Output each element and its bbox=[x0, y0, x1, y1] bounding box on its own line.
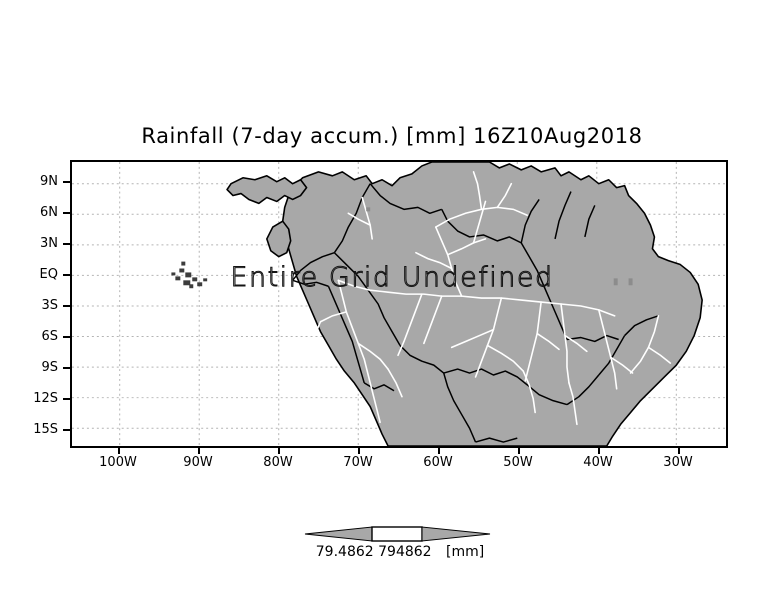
galapagos-islands bbox=[171, 261, 208, 289]
xtick-label-40w: 40W bbox=[583, 455, 613, 470]
country-borders bbox=[292, 183, 659, 443]
map-plot-frame bbox=[70, 160, 728, 448]
ytick-label-3s: 3S bbox=[41, 298, 58, 313]
colorbar-min-label: 79.4862 bbox=[315, 544, 374, 560]
xtick-label-30w: 30W bbox=[663, 455, 693, 470]
colorbar bbox=[300, 522, 495, 546]
ytick-label-9s: 9S bbox=[41, 360, 58, 375]
xtick-label-60w: 60W bbox=[423, 455, 453, 470]
xtick-mark bbox=[438, 448, 440, 454]
ytick-mark bbox=[63, 305, 70, 307]
colorbar-labels: 79.4862 794862 [mm] bbox=[280, 544, 520, 560]
xtick-mark bbox=[598, 448, 600, 454]
xtick-mark bbox=[278, 448, 280, 454]
colorbar-unit-label: [mm] bbox=[446, 544, 485, 560]
xtick-mark bbox=[118, 448, 120, 454]
ytick-label-9n: 9N bbox=[40, 174, 58, 189]
ytick-mark bbox=[63, 367, 70, 369]
colorbar-graphic bbox=[304, 526, 491, 542]
xtick-mark bbox=[198, 448, 200, 454]
ytick-label-12s: 12S bbox=[33, 391, 58, 406]
xtick-label-90w: 90W bbox=[183, 455, 213, 470]
colorbar-right-extend bbox=[421, 526, 491, 542]
xtick-label-80w: 80W bbox=[263, 455, 293, 470]
ytick-mark bbox=[63, 212, 70, 214]
ytick-label-6n: 6N bbox=[40, 205, 58, 220]
colorbar-center-swatch bbox=[371, 526, 423, 542]
xtick-label-50w: 50W bbox=[503, 455, 533, 470]
map-graphic bbox=[72, 162, 726, 446]
xtick-mark bbox=[518, 448, 520, 454]
xtick-label-100w: 100W bbox=[99, 455, 137, 470]
atlantic-islands bbox=[366, 207, 633, 286]
colorbar-left-extend bbox=[304, 526, 373, 542]
landmass-south-america bbox=[226, 162, 703, 446]
xtick-mark bbox=[678, 448, 680, 454]
xtick-label-70w: 70W bbox=[343, 455, 373, 470]
colorbar-max-label: 794862 bbox=[378, 544, 432, 560]
rivers bbox=[307, 171, 672, 426]
ytick-label-15s: 15S bbox=[33, 422, 58, 437]
ytick-mark bbox=[63, 429, 70, 431]
ytick-label-3n: 3N bbox=[40, 236, 58, 251]
ytick-mark bbox=[63, 398, 70, 400]
xtick-mark bbox=[358, 448, 360, 454]
ytick-label-eq: EQ bbox=[39, 267, 58, 282]
ytick-mark bbox=[63, 274, 70, 276]
ytick-label-6s: 6S bbox=[41, 329, 58, 344]
ytick-mark bbox=[63, 243, 70, 245]
page-title: Rainfall (7-day accum.) [mm] 16Z10Aug201… bbox=[141, 124, 643, 148]
ytick-mark bbox=[63, 181, 70, 183]
ytick-mark bbox=[63, 336, 70, 338]
